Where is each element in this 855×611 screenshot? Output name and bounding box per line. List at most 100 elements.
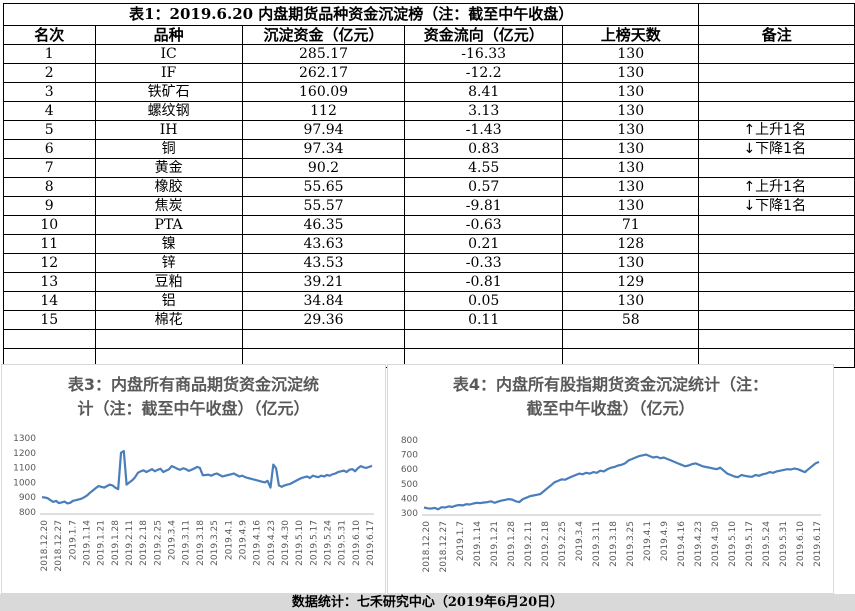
header-days[interactable]: 上榜天数 [562,25,700,45]
days-cell[interactable]: 130 [562,120,700,140]
flow-cell[interactable]: -12.2 [404,63,564,83]
flow-cell[interactable]: -0.63 [404,215,564,235]
note-cell[interactable] [698,310,855,330]
amount-cell[interactable]: 39.21 [241,272,406,292]
flow-cell[interactable]: -0.33 [404,253,564,273]
empty-cell[interactable] [241,329,406,349]
flow-cell[interactable]: 0.05 [404,291,564,311]
rank-cell[interactable]: 3 [3,82,96,102]
flow-cell[interactable]: -9.81 [404,196,564,216]
name-cell[interactable]: 锌 [94,253,243,273]
amount-cell[interactable]: 262.17 [241,63,406,83]
name-cell[interactable]: 焦炭 [94,196,243,216]
rank-cell[interactable]: 14 [3,291,96,311]
note-cell[interactable] [698,253,855,273]
name-cell[interactable]: 橡胶 [94,177,243,197]
amount-cell[interactable]: 97.34 [241,139,406,159]
empty-cell[interactable] [562,329,700,349]
days-cell[interactable]: 130 [562,63,700,83]
note-cell[interactable] [698,101,855,121]
rank-cell[interactable]: 4 [3,101,96,121]
note-cell[interactable] [698,44,855,64]
rank-cell[interactable]: 2 [3,63,96,83]
days-cell[interactable]: 130 [562,139,700,159]
empty-cell[interactable] [404,329,564,349]
flow-cell[interactable]: 0.57 [404,177,564,197]
amount-cell[interactable]: 97.94 [241,120,406,140]
header-rank[interactable]: 名次 [3,25,96,45]
note-cell[interactable]: ↑上升1名 [698,177,855,197]
rank-cell[interactable]: 6 [3,139,96,159]
empty-cell[interactable] [698,3,855,26]
header-amount[interactable]: 沉淀资金（亿元） [241,25,406,45]
note-cell[interactable] [698,234,855,254]
amount-cell[interactable]: 112 [241,101,406,121]
flow-cell[interactable]: -1.43 [404,120,564,140]
empty-cell[interactable] [3,329,96,349]
header-note[interactable]: 备注 [698,25,855,45]
amount-cell[interactable]: 34.84 [241,291,406,311]
amount-cell[interactable]: 90.2 [241,158,406,178]
days-cell[interactable]: 130 [562,253,700,273]
note-cell[interactable] [698,82,855,102]
rank-cell[interactable]: 15 [3,310,96,330]
flow-cell[interactable]: 0.21 [404,234,564,254]
name-cell[interactable]: 镍 [94,234,243,254]
index-chart-panel[interactable]: 表4：内盘所有股指期货资金沉淀统计（注： 截至中午收盘）（亿元） 300 400 5… [387,364,834,594]
days-cell[interactable]: 130 [562,158,700,178]
empty-cell[interactable] [698,329,855,349]
amount-cell[interactable]: 29.36 [241,310,406,330]
flow-cell[interactable]: 4.55 [404,158,564,178]
days-cell[interactable]: 129 [562,272,700,292]
note-cell[interactable] [698,215,855,235]
rank-cell[interactable]: 8 [3,177,96,197]
note-cell[interactable]: ↓下降1名 [698,139,855,159]
amount-cell[interactable]: 43.63 [241,234,406,254]
note-cell[interactable]: ↓下降1名 [698,196,855,216]
name-cell[interactable]: 棉花 [94,310,243,330]
amount-cell[interactable]: 43.53 [241,253,406,273]
days-cell[interactable]: 130 [562,101,700,121]
note-cell[interactable] [698,158,855,178]
days-cell[interactable]: 58 [562,310,700,330]
note-cell[interactable]: ↑上升1名 [698,120,855,140]
note-cell[interactable] [698,272,855,292]
rank-cell[interactable]: 11 [3,234,96,254]
rank-cell[interactable]: 12 [3,253,96,273]
rank-cell[interactable]: 9 [3,196,96,216]
flow-cell[interactable]: 3.13 [404,101,564,121]
name-cell[interactable]: IC [94,44,243,64]
amount-cell[interactable]: 160.09 [241,82,406,102]
days-cell[interactable]: 71 [562,215,700,235]
header-flow[interactable]: 资金流向（亿元） [404,25,564,45]
rank-cell[interactable]: 1 [3,44,96,64]
rank-cell[interactable]: 5 [3,120,96,140]
amount-cell[interactable]: 55.57 [241,196,406,216]
name-cell[interactable]: 螺纹钢 [94,101,243,121]
days-cell[interactable]: 130 [562,82,700,102]
name-cell[interactable]: 豆粕 [94,272,243,292]
name-cell[interactable]: 铁矿石 [94,82,243,102]
days-cell[interactable]: 130 [562,44,700,64]
header-name[interactable]: 品种 [94,25,243,45]
days-cell[interactable]: 130 [562,177,700,197]
flow-cell[interactable]: 8.41 [404,82,564,102]
rank-cell[interactable]: 10 [3,215,96,235]
name-cell[interactable]: IF [94,63,243,83]
flow-cell[interactable]: -16.33 [404,44,564,64]
rank-cell[interactable]: 13 [3,272,96,292]
days-cell[interactable]: 130 [562,291,700,311]
name-cell[interactable]: 黄金 [94,158,243,178]
days-cell[interactable]: 130 [562,196,700,216]
table-title[interactable]: 表1：2019.6.20 内盘期货品种资金沉淀榜（注：截至中午收盘） [2,3,700,26]
amount-cell[interactable]: 285.17 [241,44,406,64]
name-cell[interactable]: 铝 [94,291,243,311]
name-cell[interactable]: PTA [94,215,243,235]
flow-cell[interactable]: 0.83 [404,139,564,159]
name-cell[interactable]: 铜 [94,139,243,159]
amount-cell[interactable]: 46.35 [241,215,406,235]
note-cell[interactable] [698,291,855,311]
rank-cell[interactable]: 7 [3,158,96,178]
note-cell[interactable] [698,63,855,83]
amount-cell[interactable]: 55.65 [241,177,406,197]
